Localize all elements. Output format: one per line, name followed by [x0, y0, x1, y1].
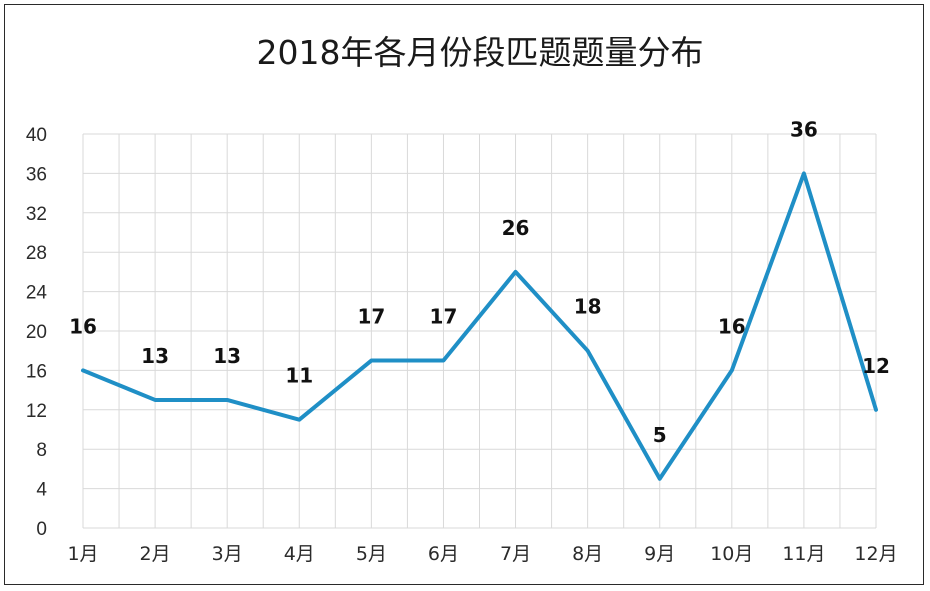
data-label: 36: [790, 117, 818, 141]
data-labels: 16 13 13 11 17 17 26 18 5 16 36 12: [69, 117, 890, 446]
x-tick-label: 10月: [710, 543, 753, 565]
x-tick-label: 3月: [212, 543, 243, 565]
data-label: 26: [502, 216, 530, 240]
data-label: 16: [69, 314, 97, 338]
x-tick-label: 2月: [140, 543, 171, 565]
x-tick-label: 8月: [572, 543, 603, 565]
x-tick-label: 9月: [644, 543, 675, 565]
y-tick-label: 4: [36, 480, 47, 501]
data-label: 17: [357, 305, 385, 329]
y-tick-label: 28: [26, 243, 47, 264]
series-line: [81, 171, 878, 481]
y-tick-label: 12: [26, 401, 47, 422]
x-tick-label: 7月: [500, 543, 531, 565]
y-tick-label: 40: [26, 125, 47, 146]
x-tick-label: 12月: [854, 543, 897, 565]
data-label: 13: [213, 344, 241, 368]
chart-title: 2018年各月份段匹题题量分布: [257, 33, 704, 72]
x-tick-label: 4月: [284, 543, 315, 565]
x-tick-label: 5月: [356, 543, 387, 565]
x-tick-label: 1月: [67, 543, 98, 565]
data-label: 18: [574, 295, 602, 319]
grid-lines: [82, 133, 877, 529]
data-label: 5: [653, 423, 667, 447]
y-tick-label: 36: [26, 164, 47, 185]
x-tick-label: 11月: [782, 543, 825, 565]
data-label: 12: [862, 354, 890, 378]
data-label: 13: [141, 344, 169, 368]
data-label: 17: [430, 305, 458, 329]
x-tick-label: 6月: [428, 543, 459, 565]
y-axis-ticks: 0 4 8 12 16 20 24 28 32 36 40: [26, 125, 48, 540]
data-label: 16: [718, 314, 746, 338]
y-tick-label: 0: [36, 519, 47, 540]
y-tick-label: 20: [26, 322, 47, 343]
data-label: 11: [285, 364, 313, 388]
y-tick-label: 24: [26, 283, 48, 304]
x-axis-ticks: 1月 2月 3月 4月 5月 6月 7月 8月 9月 10月 11月 12月: [67, 543, 897, 565]
y-tick-label: 8: [36, 440, 47, 461]
y-tick-label: 16: [26, 361, 47, 382]
y-tick-label: 32: [26, 204, 47, 225]
